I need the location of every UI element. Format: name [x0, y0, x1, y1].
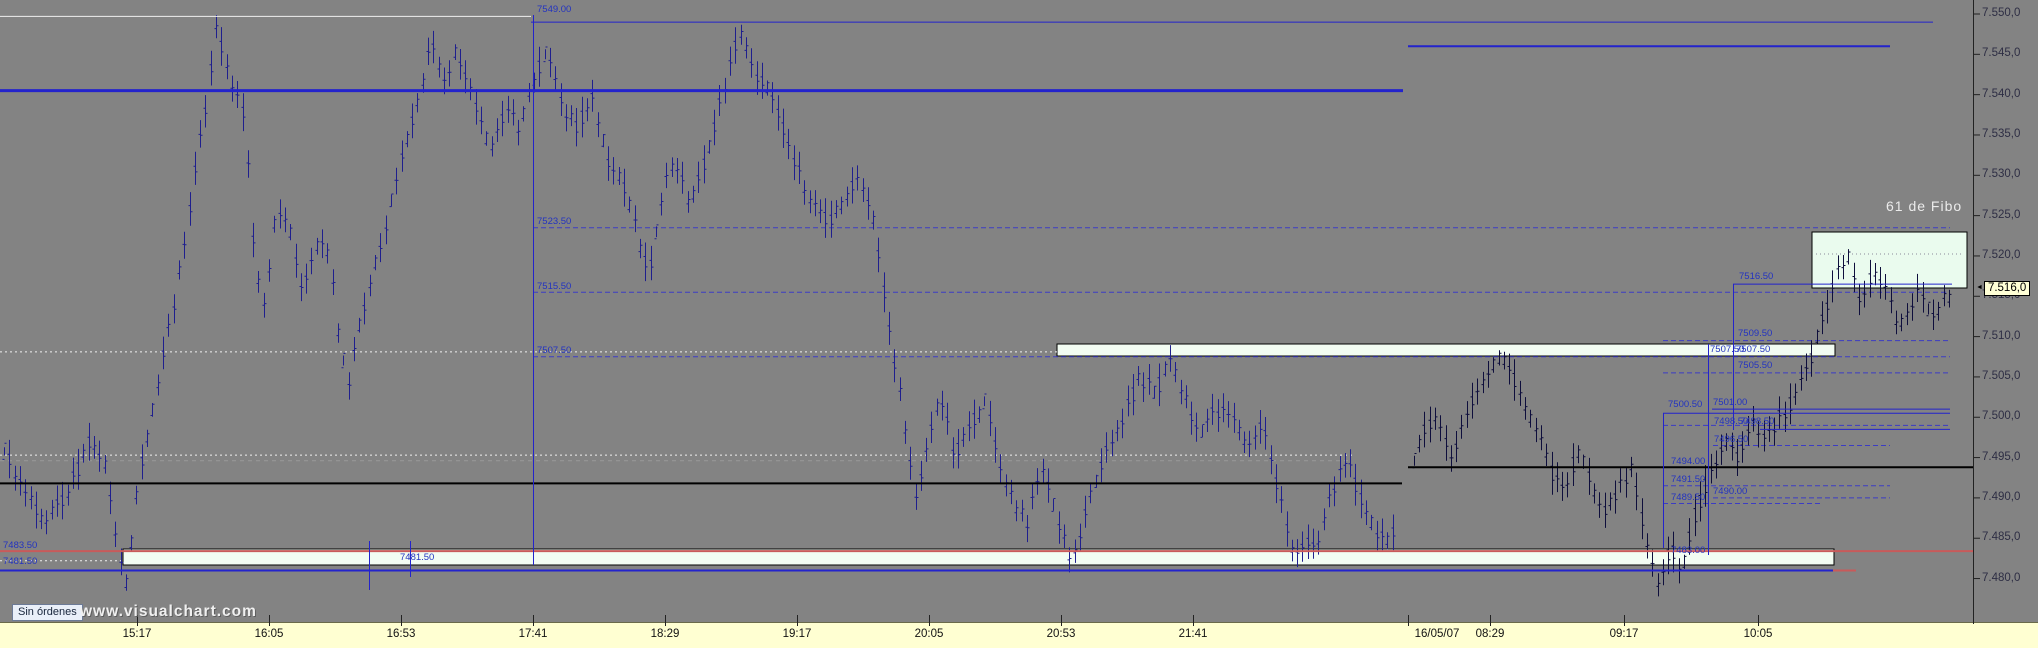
price-tick-label: 7.495,0 — [1982, 450, 2021, 463]
time-label: 09:17 — [1609, 628, 1639, 640]
price-level-label: 7491.50 — [1671, 474, 1705, 485]
time-label: 19:17 — [782, 628, 812, 640]
price-level-label: 7490.00 — [1713, 486, 1747, 497]
price-level-label: 7516.50 — [1739, 271, 1773, 282]
order-band[interactable] — [122, 548, 1835, 566]
time-label: 16/05/07 — [1414, 628, 1460, 640]
time-label: 17:41 — [518, 628, 548, 640]
order-band[interactable] — [1056, 343, 1836, 357]
price-tick-label: 7.520,0 — [1982, 248, 2021, 261]
price-level-label: 7483.50 — [3, 540, 37, 551]
no-orders-button[interactable]: Sin órdenes — [12, 604, 83, 621]
price-level-label: 7505.50 — [1738, 360, 1772, 371]
time-label: 20:53 — [1046, 628, 1076, 640]
price-tick-label: 7.510,0 — [1982, 329, 2021, 342]
time-label: 21:41 — [1178, 628, 1208, 640]
price-tick-label: 7.550,0 — [1982, 7, 2021, 19]
time-label: 16:05 — [254, 628, 284, 640]
price-level-label: 7489.50 — [1671, 492, 1705, 503]
time-label: 18:29 — [650, 628, 680, 640]
time-label: 20:05 — [914, 628, 944, 640]
price-level-label: 7507.50 — [537, 345, 571, 356]
price-level-label: 7494.00 — [1671, 456, 1705, 467]
price-tick-label: 7.500,0 — [1982, 410, 2021, 423]
watermark: www.visualchart.com — [80, 603, 257, 620]
price-tick-label: 7.525,0 — [1982, 208, 2021, 221]
time-label: 16:53 — [386, 628, 416, 640]
price-tick-label: 7.540,0 — [1982, 87, 2021, 100]
price-level-label: 7523.50 — [537, 216, 571, 227]
price-level-label: 7507.50 — [1710, 344, 1744, 355]
price-tick-label: 7.530,0 — [1982, 168, 2021, 181]
current-price-tag: ◄ 7.516,0 — [1976, 280, 2031, 296]
price-tick-label: 7.535,0 — [1982, 127, 2021, 140]
price-tag-arrow-icon: ◄ — [1976, 284, 1983, 292]
price-level-label: 7515.50 — [537, 281, 571, 292]
price-level-label: 7498.50 — [1714, 416, 1748, 427]
price-tick-label: 7.545,0 — [1982, 47, 2021, 60]
time-axis[interactable]: 15:17 16:05 16:53 17:41 18:29 19:17 20:05 20:53… — [0, 622, 2038, 648]
price-level-label: 7549.00 — [537, 4, 571, 15]
price-tick-label: 7.490,0 — [1982, 490, 2021, 503]
price-level-label: 7481.50 — [3, 556, 37, 567]
fibo-annotation: 61 de Fibo — [1886, 198, 1963, 214]
fibo-retracement-box[interactable] — [1811, 231, 1968, 289]
price-tick-label: 7.480,0 — [1982, 571, 2021, 584]
time-label: 15:17 — [122, 628, 152, 640]
ohlc-bars-day1 — [2, 15, 1396, 591]
price-level-label: 7501.00 — [1713, 397, 1747, 408]
price-tick-label: 7.505,0 — [1982, 369, 2021, 382]
price-level-label: 7483.00 — [1671, 545, 1705, 556]
price-level-label: 7507.50 — [1736, 344, 1770, 355]
time-label: 08:29 — [1475, 628, 1505, 640]
price-tick-label: 7.485,0 — [1982, 531, 2021, 544]
time-label: 10:05 — [1743, 628, 1773, 640]
price-level-label: 7498.50 — [1740, 416, 1774, 427]
price-axis[interactable]: 7.550,0 7.545,0 7.540,0 7.535,0 7.530,0 7.525… — [1974, 0, 2038, 622]
price-level-label: 7509.50 — [1738, 328, 1772, 339]
price-level-label: 7481.50 — [400, 552, 434, 563]
price-level-label: 7496.50 — [1714, 434, 1748, 445]
price-tag-value: 7.516,0 — [1983, 280, 2031, 296]
price-level-label: 7500.50 — [1668, 399, 1702, 410]
